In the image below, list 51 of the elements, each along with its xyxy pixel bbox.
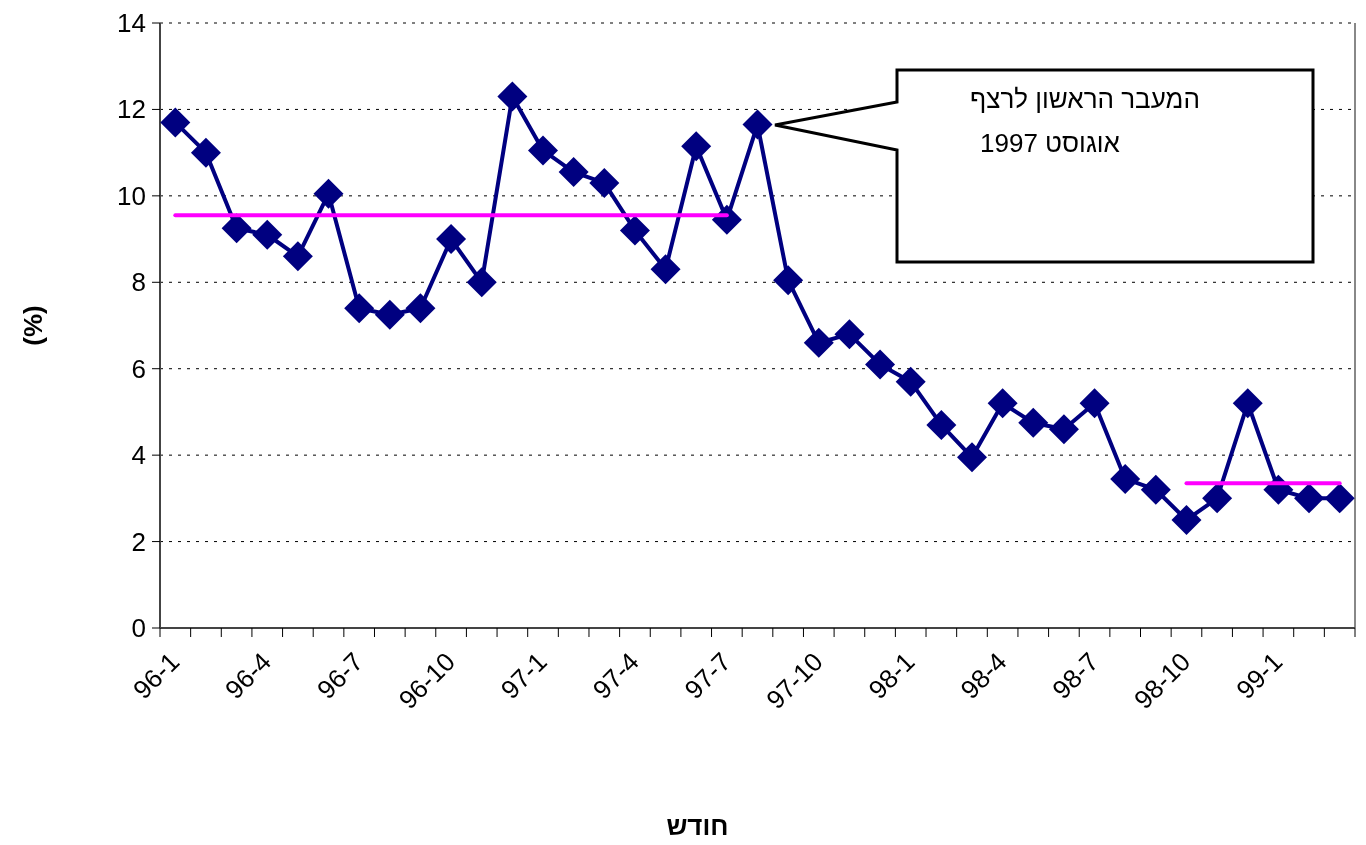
y-tick-label: 8	[131, 267, 146, 298]
point	[1110, 463, 1141, 494]
point	[160, 107, 191, 138]
point	[619, 215, 650, 246]
point	[374, 299, 405, 330]
point	[1202, 483, 1233, 514]
y-tick-label: 2	[131, 526, 146, 557]
x-tick-label: 96-1	[127, 646, 186, 705]
x-tick-label: 99-1	[1230, 646, 1289, 705]
point	[1324, 483, 1355, 514]
point	[1232, 388, 1263, 419]
point	[190, 137, 221, 168]
x-axis-title: חודש	[666, 811, 729, 841]
y-tick-label: 6	[131, 353, 146, 384]
point	[1294, 483, 1325, 514]
y-axis-title: (%)	[18, 305, 48, 346]
point	[344, 293, 375, 324]
y-tick-label: 12	[117, 94, 146, 125]
annotation: המעבר הראשון לרצף אוגוסט 1997	[970, 84, 1200, 158]
point	[313, 178, 344, 209]
point	[987, 388, 1018, 419]
point	[252, 219, 283, 250]
point	[589, 167, 620, 198]
point	[558, 157, 589, 188]
point	[497, 81, 528, 112]
point	[742, 109, 773, 140]
point	[528, 135, 559, 166]
y-tick-label: 14	[117, 8, 146, 38]
point	[466, 267, 497, 298]
point	[895, 366, 926, 397]
point	[865, 349, 896, 380]
y-tick-label: 10	[117, 180, 146, 211]
point	[282, 241, 313, 272]
point	[1018, 407, 1049, 438]
point	[803, 327, 834, 358]
point	[773, 265, 804, 296]
point	[834, 319, 865, 350]
y-tick-label: 0	[131, 613, 146, 643]
point	[1171, 504, 1202, 535]
point	[405, 293, 436, 324]
point	[1079, 388, 1110, 419]
y-tick-label: 4	[131, 440, 146, 471]
point	[1140, 474, 1171, 505]
point	[681, 131, 712, 162]
point	[650, 254, 681, 285]
point	[956, 442, 987, 473]
x-tick-label: 97-1	[494, 646, 553, 705]
point	[1048, 414, 1079, 445]
point	[436, 224, 467, 255]
x-tick-label: 98-1	[862, 646, 921, 705]
point	[926, 409, 957, 440]
